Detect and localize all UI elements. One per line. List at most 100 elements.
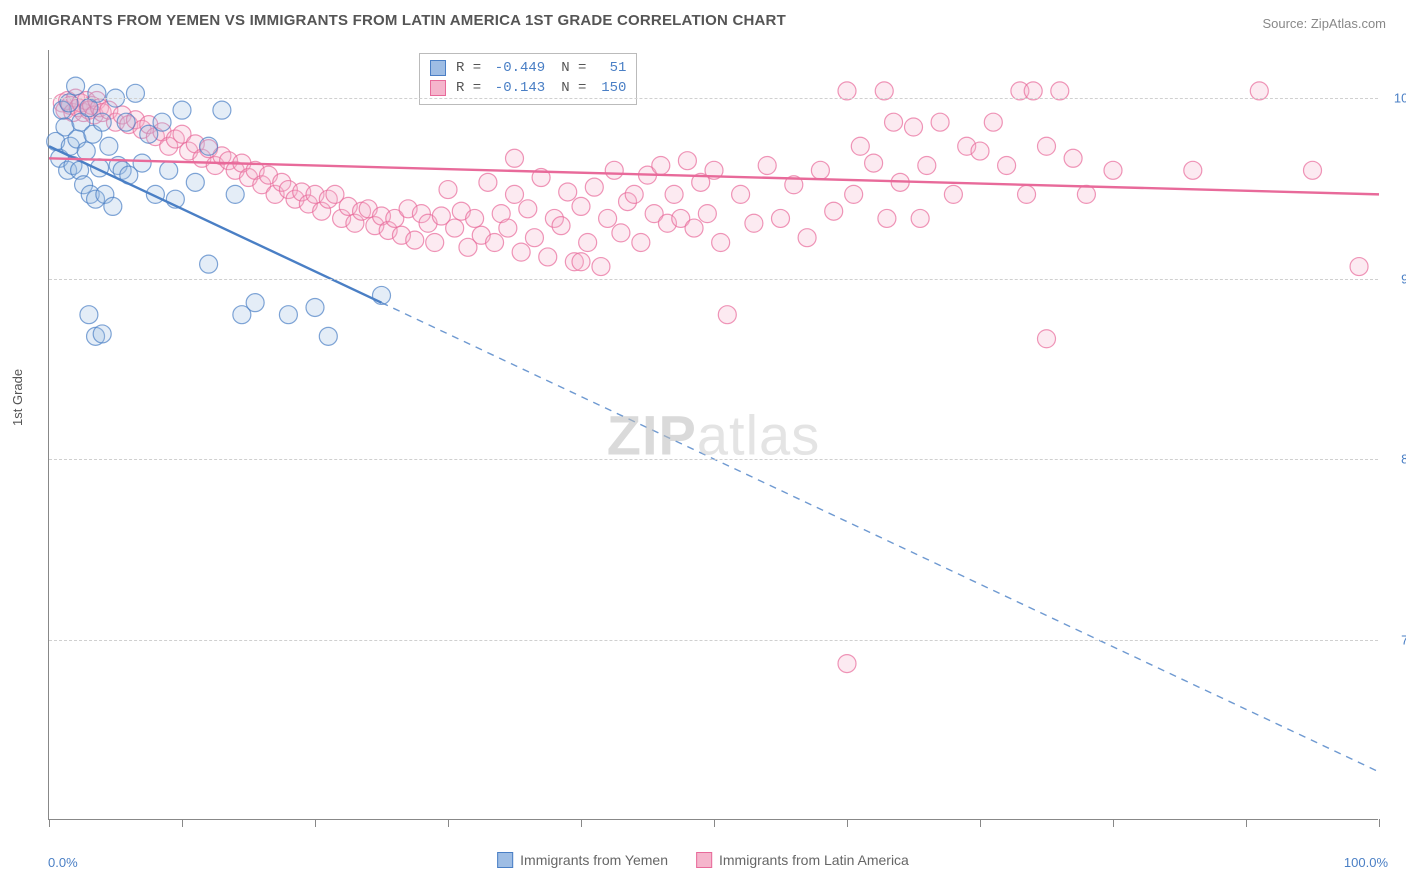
scatter-point bbox=[1018, 185, 1036, 203]
chart-title: IMMIGRANTS FROM YEMEN VS IMMIGRANTS FROM… bbox=[14, 12, 786, 29]
scatter-point bbox=[838, 655, 856, 673]
scatter-point bbox=[918, 157, 936, 175]
scatter-point bbox=[117, 113, 135, 131]
scatter-point bbox=[559, 183, 577, 201]
x-tick bbox=[1113, 819, 1114, 827]
chart-plot-area: ZIPatlas R = -0.449 N = 51 R = -0.143 N … bbox=[48, 50, 1378, 820]
scatter-point bbox=[279, 306, 297, 324]
scatter-point bbox=[479, 173, 497, 191]
scatter-point bbox=[439, 181, 457, 199]
scatter-point bbox=[811, 161, 829, 179]
x-tick bbox=[182, 819, 183, 827]
corr-swatch-icon bbox=[430, 80, 446, 96]
x-tick bbox=[448, 819, 449, 827]
x-tick bbox=[980, 819, 981, 827]
x-axis-min-label: 0.0% bbox=[48, 855, 78, 870]
scatter-point bbox=[1350, 258, 1368, 276]
x-axis-max-label: 100.0% bbox=[1344, 855, 1388, 870]
scatter-point bbox=[698, 205, 716, 223]
scatter-point bbox=[160, 161, 178, 179]
scatter-point bbox=[865, 154, 883, 172]
corr-n-label: N = bbox=[561, 78, 586, 98]
grid-line bbox=[49, 98, 1378, 99]
scatter-point bbox=[499, 219, 517, 237]
scatter-point bbox=[599, 209, 617, 227]
x-tick bbox=[581, 819, 582, 827]
scatter-point bbox=[406, 231, 424, 249]
scatter-point bbox=[579, 234, 597, 252]
scatter-point bbox=[984, 113, 1002, 131]
scatter-point bbox=[845, 185, 863, 203]
scatter-point bbox=[67, 77, 85, 95]
scatter-point bbox=[911, 209, 929, 227]
grid-line bbox=[49, 279, 1378, 280]
scatter-point bbox=[93, 113, 111, 131]
scatter-point bbox=[905, 118, 923, 136]
corr-r-label: R = bbox=[456, 58, 481, 78]
corr-row-0: R = -0.449 N = 51 bbox=[430, 58, 626, 78]
scatter-point bbox=[319, 327, 337, 345]
scatter-point bbox=[126, 84, 144, 102]
scatter-point bbox=[506, 185, 524, 203]
scatter-point bbox=[732, 185, 750, 203]
scatter-point bbox=[100, 137, 118, 155]
bottom-legend: Immigrants from Yemen Immigrants from La… bbox=[497, 852, 909, 868]
scatter-point bbox=[685, 219, 703, 237]
scatter-point bbox=[1038, 137, 1056, 155]
scatter-point bbox=[80, 306, 98, 324]
scatter-point bbox=[1104, 161, 1122, 179]
scatter-point bbox=[605, 161, 623, 179]
scatter-point bbox=[878, 209, 896, 227]
scatter-point bbox=[446, 219, 464, 237]
scatter-point bbox=[758, 157, 776, 175]
scatter-point bbox=[632, 234, 650, 252]
scatter-point bbox=[1304, 161, 1322, 179]
y-tick-label: 85.0% bbox=[1401, 452, 1406, 467]
scatter-point bbox=[678, 152, 696, 170]
scatter-point bbox=[572, 197, 590, 215]
scatter-point bbox=[998, 157, 1016, 175]
scatter-point bbox=[851, 137, 869, 155]
scatter-point bbox=[525, 229, 543, 247]
corr-r-label: R = bbox=[456, 78, 481, 98]
scatter-point bbox=[712, 234, 730, 252]
y-tick-label: 100.0% bbox=[1394, 91, 1406, 106]
scatter-point bbox=[466, 209, 484, 227]
scatter-point bbox=[306, 298, 324, 316]
trend-line-dashed bbox=[382, 303, 1380, 772]
scatter-point bbox=[1064, 149, 1082, 167]
x-tick bbox=[1379, 819, 1380, 827]
x-tick bbox=[49, 819, 50, 827]
scatter-point bbox=[885, 113, 903, 131]
scatter-point bbox=[173, 101, 191, 119]
scatter-point bbox=[931, 113, 949, 131]
scatter-point bbox=[519, 200, 537, 218]
scatter-point bbox=[200, 255, 218, 273]
x-tick bbox=[847, 819, 848, 827]
scatter-point bbox=[798, 229, 816, 247]
x-tick bbox=[714, 819, 715, 827]
scatter-point bbox=[186, 173, 204, 191]
x-tick bbox=[315, 819, 316, 827]
corr-swatch-icon bbox=[430, 60, 446, 76]
scatter-point bbox=[665, 185, 683, 203]
corr-row-1: R = -0.143 N = 150 bbox=[430, 78, 626, 98]
scatter-point bbox=[572, 253, 590, 271]
scatter-point bbox=[944, 185, 962, 203]
scatter-point bbox=[426, 234, 444, 252]
scatter-point bbox=[104, 197, 122, 215]
scatter-point bbox=[825, 202, 843, 220]
legend-swatch-icon bbox=[696, 852, 712, 868]
y-tick-label: 92.5% bbox=[1401, 271, 1406, 286]
scatter-point bbox=[592, 258, 610, 276]
legend-label: Immigrants from Yemen bbox=[520, 852, 668, 868]
y-axis-label: 1st Grade bbox=[10, 369, 25, 426]
scatter-point bbox=[718, 306, 736, 324]
scatter-point bbox=[1038, 330, 1056, 348]
scatter-point bbox=[552, 217, 570, 235]
corr-n-value: 51 bbox=[592, 58, 626, 78]
scatter-point bbox=[246, 294, 264, 312]
scatter-point bbox=[200, 137, 218, 155]
grid-line bbox=[49, 459, 1378, 460]
corr-r-value: -0.143 bbox=[487, 78, 545, 98]
